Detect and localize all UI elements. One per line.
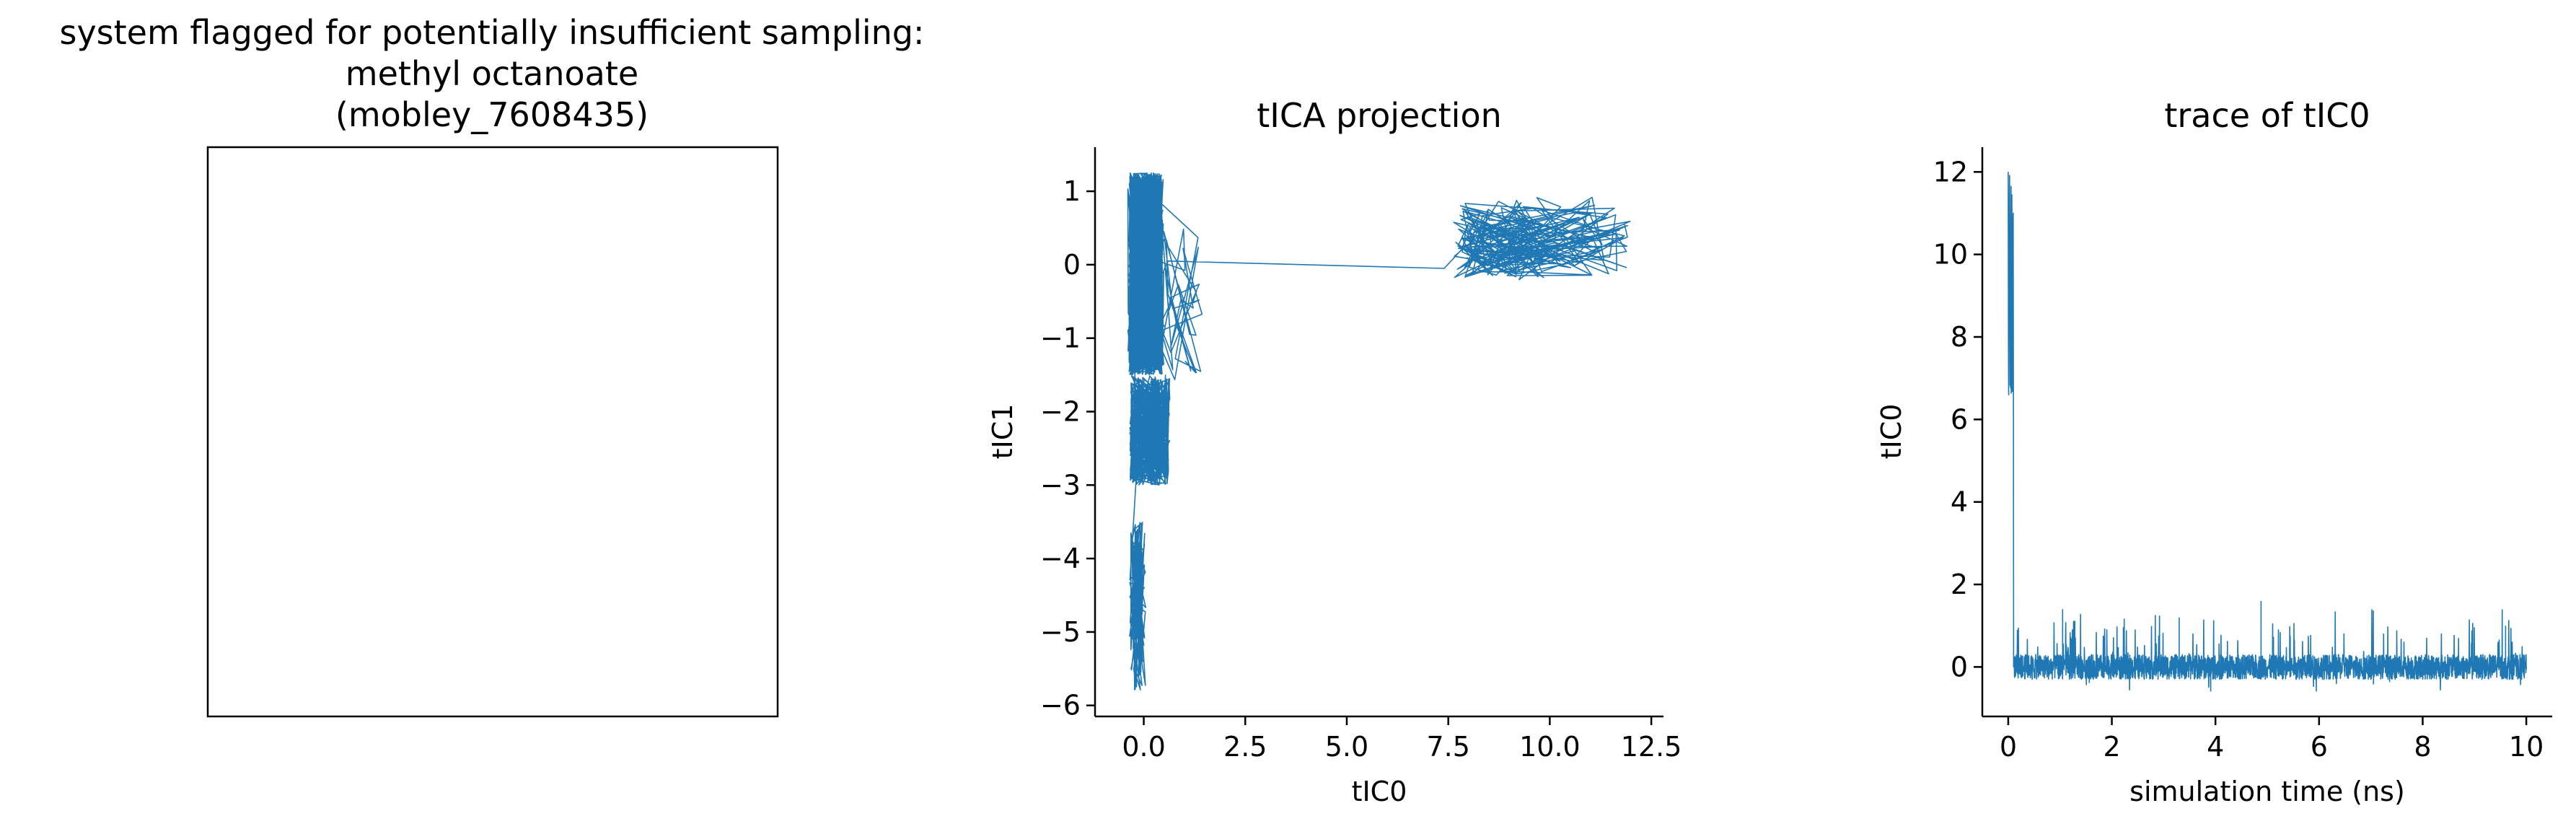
tica-x-tick-label: 12.5 [1621, 731, 1682, 763]
tica-line-group [1127, 172, 1631, 690]
trace-x-tick-label: 4 [2207, 731, 2224, 763]
trace-x-tick-label: 6 [2311, 731, 2328, 763]
trace-chart: trace of tIC0 0 2 4 6 8 10 0 2 4 6 8 10 12 simulati… [1876, 96, 2552, 807]
tica-y-ticks: −6 −5 −4 −3 −2 −1 0 1 [1040, 175, 1095, 721]
molecule-title-line-2: methyl octanoate [346, 54, 638, 93]
molecule-title-line-1: system flagged for potentially insuffici… [59, 13, 924, 52]
trace-y-label: tIC0 [1876, 404, 1907, 460]
tica-x-tick-label: 0.0 [1122, 731, 1165, 763]
trace-x-tick-label: 8 [2414, 731, 2431, 763]
trace-series-line [2008, 172, 2527, 692]
tica-y-tick-label: −2 [1040, 396, 1081, 428]
trace-line-group [2008, 172, 2527, 692]
trace-y-tick-label: 10 [1933, 239, 1968, 271]
trace-y-tick-label: 0 [1951, 651, 1968, 683]
tica-y-tick-label: −6 [1040, 690, 1081, 721]
trace-x-tick-label: 0 [2000, 731, 2017, 763]
molecule-image-frame [206, 146, 779, 718]
tica-y-tick-label: −1 [1040, 323, 1081, 354]
molecule-panel: system flagged for potentially insuffici… [59, 13, 925, 718]
trace-y-tick-label: 12 [1933, 156, 1968, 188]
tica-x-tick-label: 2.5 [1223, 731, 1267, 763]
tica-x-label: tIC0 [1352, 776, 1407, 807]
trace-title: trace of tIC0 [2164, 96, 2370, 135]
tica-x-tick-label: 10.0 [1519, 731, 1581, 763]
trace-x-tick-label: 10 [2509, 731, 2544, 763]
trace-x-tick-label: 2 [2103, 731, 2120, 763]
molecule-title-line-3: (mobley_7608435) [335, 95, 649, 134]
tica-x-tick-label: 7.5 [1426, 731, 1469, 763]
tica-y-tick-label: −3 [1040, 469, 1081, 501]
trace-y-tick-label: 6 [1951, 403, 1968, 435]
tica-y-label: tIC1 [987, 404, 1019, 460]
trace-x-ticks: 0 2 4 6 8 10 [2000, 716, 2544, 763]
trace-y-tick-label: 2 [1951, 569, 1968, 600]
tica-y-tick-label: −4 [1040, 543, 1081, 574]
tica-series-line [1127, 172, 1631, 690]
trace-x-label: simulation time (ns) [2129, 776, 2405, 807]
tica-title: tICA projection [1257, 96, 1502, 135]
trace-y-tick-label: 4 [1951, 486, 1968, 518]
tica-x-ticks: 0.0 2.5 5.0 7.5 10.0 12.5 [1122, 716, 1682, 763]
tica-y-tick-label: 0 [1063, 249, 1081, 281]
tica-y-tick-label: 1 [1063, 175, 1081, 207]
trace-y-tick-label: 8 [1951, 321, 1968, 353]
tica-x-tick-label: 5.0 [1325, 731, 1368, 763]
trace-y-ticks: 0 2 4 6 8 10 12 [1933, 156, 1982, 683]
tica-y-tick-label: −5 [1040, 616, 1081, 648]
tica-projection-chart: tICA projection 0.0 2.5 5.0 7.5 10.0 12.5 −6−… [987, 96, 1682, 807]
